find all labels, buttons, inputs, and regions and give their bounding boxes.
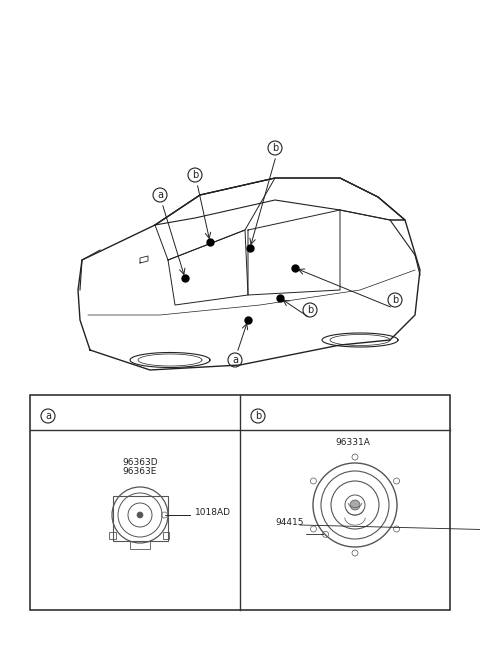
Text: a: a — [232, 355, 238, 365]
Text: b: b — [392, 295, 398, 305]
Text: 96363D: 96363D — [122, 458, 157, 467]
Bar — [109, 532, 116, 539]
Text: b: b — [307, 305, 313, 315]
Text: a: a — [157, 190, 163, 200]
Text: 94415: 94415 — [275, 518, 303, 527]
Bar — [30, 395, 450, 610]
Text: 96363E: 96363E — [122, 467, 156, 476]
Text: 96331A: 96331A — [335, 438, 370, 447]
Text: 1018AD: 1018AD — [195, 508, 231, 517]
Bar — [130, 541, 150, 548]
Bar — [112, 495, 168, 541]
Circle shape — [137, 512, 143, 518]
Text: a: a — [45, 411, 51, 421]
Text: b: b — [255, 411, 261, 421]
Text: b: b — [272, 143, 278, 153]
Text: b: b — [192, 170, 198, 180]
Bar — [163, 532, 169, 539]
Circle shape — [350, 500, 360, 510]
